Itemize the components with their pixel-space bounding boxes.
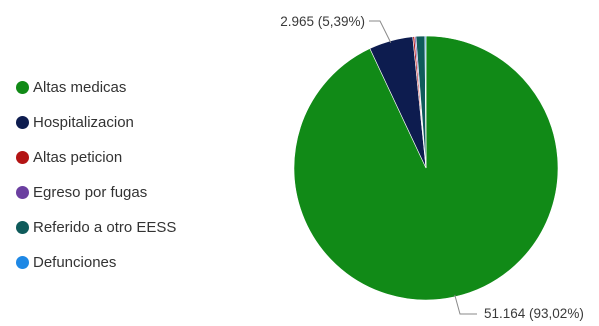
legend-item[interactable]: Hospitalizacion	[16, 105, 176, 140]
legend-item[interactable]: Defunciones	[16, 245, 176, 280]
legend-item[interactable]: Altas medicas	[16, 70, 176, 105]
legend-item[interactable]: Egreso por fugas	[16, 175, 176, 210]
legend-item[interactable]: Altas peticion	[16, 140, 176, 175]
legend-color-dot	[16, 116, 29, 129]
legend-label: Defunciones	[33, 254, 117, 271]
data-label-leader-line	[369, 20, 392, 43]
legend-item[interactable]: Referido a otro EESS	[16, 210, 176, 245]
slice-defunciones[interactable]	[424, 35, 427, 169]
data-label-leader-line	[454, 294, 477, 315]
data-label: 2.965 (5,39%)	[280, 14, 365, 29]
legend-label: Hospitalizacion	[33, 114, 134, 131]
legend-color-dot	[16, 221, 29, 234]
legend-label: Egreso por fugas	[33, 184, 148, 201]
chart-legend: Altas medicas Hospitalizacion Altas peti…	[16, 70, 176, 280]
legend-color-dot	[16, 81, 29, 94]
legend-color-dot	[16, 151, 29, 164]
data-label: 51.164 (93,02%)	[484, 306, 584, 321]
legend-label: Altas medicas	[33, 79, 127, 96]
legend-color-dot	[16, 186, 29, 199]
legend-color-dot	[16, 256, 29, 269]
legend-label: Altas peticion	[33, 149, 123, 166]
legend-label: Referido a otro EESS	[33, 219, 177, 236]
